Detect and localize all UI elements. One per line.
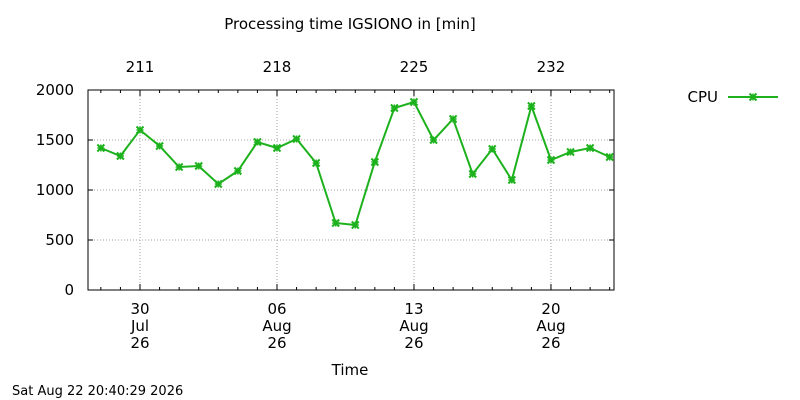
legend: CPU (688, 88, 778, 106)
x-tick-label-line: 13 (404, 300, 423, 318)
data-point (468, 169, 477, 179)
x-tick-label-line: 26 (404, 334, 423, 352)
legend-marker-glyph (748, 92, 758, 102)
data-point (448, 114, 458, 124)
grid-lines (88, 90, 614, 290)
data-point (292, 134, 301, 144)
y-tick-label: 500 (45, 231, 74, 249)
top-tick-label: 218 (263, 58, 292, 76)
top-tick-label: 232 (537, 58, 566, 76)
data-point (214, 179, 223, 189)
x-tick-label-line: 26 (267, 334, 286, 352)
data-point (585, 143, 595, 153)
data-point (194, 161, 203, 171)
x-tick-label-line: Aug (536, 317, 565, 335)
x-tick-label-line: 26 (541, 334, 560, 352)
y-tick-label: 2000 (36, 81, 74, 99)
data-point (390, 103, 399, 113)
data-point (135, 125, 145, 135)
data-point (116, 151, 125, 161)
x-tick-label-line: Jul (130, 317, 149, 335)
top-tick-label: 211 (126, 58, 155, 76)
data-point (566, 147, 575, 157)
y-tick-label: 0 (64, 281, 74, 299)
legend-swatch-marker (748, 92, 758, 102)
x-tick-label: 13 Aug 26 (399, 300, 428, 352)
data-point (488, 144, 497, 154)
data-point (429, 135, 438, 145)
data-point (331, 218, 340, 228)
data-point (527, 101, 536, 111)
series-line-cpu (100, 100, 611, 227)
series-points-cpu (96, 97, 614, 230)
data-point (233, 166, 243, 176)
legend-label-cpu: CPU (688, 88, 719, 106)
y-tick-label: 1000 (36, 181, 74, 199)
data-point (155, 141, 164, 151)
x-axis-label: Time (331, 361, 369, 379)
y-tick-label: 1500 (36, 131, 74, 149)
data-point (174, 162, 184, 172)
data-point (546, 155, 556, 165)
data-point (351, 220, 360, 230)
data-point (370, 157, 380, 167)
chart-title: Processing time IGSIONO in [min] (224, 15, 476, 33)
x-tick-label: 06 Aug 26 (262, 300, 291, 352)
data-point (409, 97, 419, 107)
footer-timestamp: Sat Aug 22 20:40:29 2026 (12, 384, 183, 399)
x-tick-label-line: Aug (262, 317, 291, 335)
x-tick-label: 20 Aug 26 (536, 300, 565, 352)
x-tick-label: 30 Jul 26 (130, 300, 150, 352)
data-point (507, 175, 517, 185)
x-tick-label-line: 06 (267, 300, 286, 318)
y-axis: 0 500 1000 1500 2000 (36, 81, 614, 299)
x-tick-label-line: Aug (399, 317, 428, 335)
x-tick-label-line: 26 (130, 334, 149, 352)
data-point (253, 137, 262, 147)
x-tick-label-line: 20 (541, 300, 560, 318)
data-point (272, 143, 282, 153)
x-tick-label-line: 30 (130, 300, 149, 318)
top-tick-label: 225 (400, 58, 429, 76)
data-point (605, 152, 614, 162)
top-axis: 211 218 225 232 (100, 58, 611, 96)
data-point (96, 143, 106, 153)
data-point (311, 158, 321, 168)
